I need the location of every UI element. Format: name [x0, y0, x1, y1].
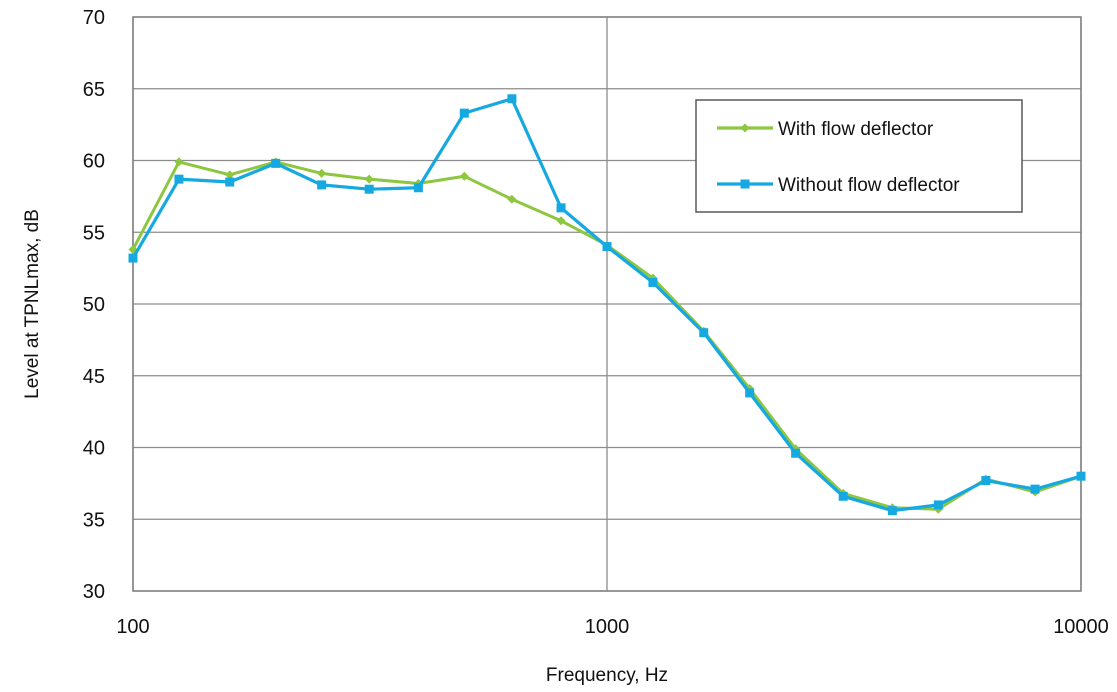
data-point: [317, 168, 327, 178]
data-point: [225, 177, 235, 187]
data-point: [838, 491, 848, 501]
y-axis-title: Level at TPNLmax, dB: [22, 209, 43, 399]
y-axis-tick-labels: 30 35 40 45 50 55 60 65 70: [83, 7, 105, 603]
legend-marker-without-flow-deflector: [740, 179, 750, 189]
data-point: [507, 194, 517, 204]
y-tick-label: 35: [83, 509, 105, 531]
legend-label-without-flow-deflector: Without flow deflector: [778, 175, 960, 196]
y-tick-label: 55: [83, 222, 105, 244]
legend: With flow deflector Without flow deflect…: [695, 99, 1023, 213]
data-point: [556, 216, 566, 226]
data-point: [128, 253, 138, 263]
data-point: [174, 174, 184, 184]
legend-marker-shape: [740, 123, 750, 133]
legend-label-with-flow-deflector: With flow deflector: [778, 119, 934, 140]
y-tick-label: 70: [83, 7, 105, 29]
x-tick-label: 10000: [1053, 616, 1109, 638]
y-tick-label: 45: [83, 366, 105, 388]
y-tick-label: 60: [83, 151, 105, 173]
data-point: [791, 448, 801, 458]
data-point: [364, 174, 374, 184]
series-layer: [128, 94, 1086, 516]
data-point: [364, 184, 374, 194]
data-point: [699, 328, 709, 338]
y-tick-label: 50: [83, 294, 105, 316]
x-tick-label: 1000: [585, 616, 630, 638]
data-point: [317, 180, 327, 190]
legend-box: [695, 99, 1023, 213]
data-point: [174, 157, 184, 167]
data-point: [1076, 471, 1086, 481]
plot-area-frame: [132, 16, 1082, 592]
data-point: [1030, 484, 1040, 494]
legend-marker-with-flow-deflector: [740, 123, 750, 133]
data-point: [459, 108, 469, 118]
x-axis-tick-labels: 100 1000 10000: [116, 616, 1109, 638]
data-point: [459, 171, 469, 181]
x-axis-title: Frequency, Hz: [546, 665, 668, 686]
data-point: [507, 94, 517, 104]
series-1: [128, 94, 1086, 516]
data-point: [933, 500, 943, 510]
data-point: [887, 506, 897, 516]
y-tick-label: 40: [83, 438, 105, 460]
data-point: [556, 203, 566, 213]
data-point: [413, 183, 423, 193]
y-tick-label: 65: [83, 79, 105, 101]
legend-marker-shape: [740, 179, 750, 189]
data-point: [271, 158, 281, 168]
x-tick-label: 100: [116, 616, 149, 638]
data-point: [225, 170, 235, 180]
data-point: [602, 242, 612, 252]
data-point: [648, 277, 658, 287]
data-point: [981, 476, 991, 486]
y-tick-label: 30: [83, 581, 105, 603]
data-point: [745, 388, 755, 398]
